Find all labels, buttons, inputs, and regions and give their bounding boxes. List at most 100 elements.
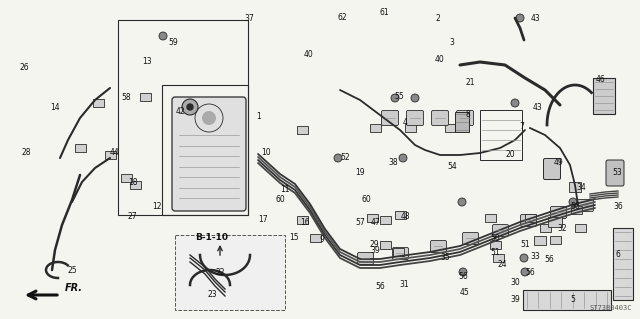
- Bar: [130, 181, 141, 189]
- Text: 51: 51: [490, 248, 500, 257]
- Circle shape: [569, 198, 577, 206]
- Text: 40: 40: [435, 55, 445, 64]
- FancyBboxPatch shape: [172, 97, 246, 211]
- Circle shape: [520, 254, 528, 262]
- Text: 7: 7: [519, 122, 524, 131]
- Text: 25: 25: [68, 266, 77, 275]
- Bar: [118, 20, 248, 215]
- Bar: [93, 99, 104, 107]
- FancyBboxPatch shape: [520, 214, 536, 226]
- Text: 60: 60: [361, 195, 371, 204]
- Text: 21: 21: [466, 78, 476, 87]
- Text: 40: 40: [304, 50, 314, 59]
- Text: 1: 1: [256, 112, 260, 121]
- FancyBboxPatch shape: [543, 159, 561, 180]
- Text: 56: 56: [544, 255, 554, 264]
- Circle shape: [399, 154, 407, 162]
- Text: 39: 39: [370, 246, 380, 255]
- Bar: [121, 174, 132, 182]
- Text: 54: 54: [447, 162, 457, 171]
- Text: 8: 8: [466, 110, 471, 119]
- Text: 59: 59: [168, 38, 178, 47]
- Bar: [297, 126, 308, 134]
- Circle shape: [159, 32, 167, 40]
- Text: 10: 10: [261, 148, 271, 157]
- Text: 29: 29: [370, 240, 380, 249]
- Text: 6: 6: [615, 250, 620, 259]
- Text: 48: 48: [401, 212, 411, 221]
- Bar: [490, 241, 501, 249]
- FancyBboxPatch shape: [493, 225, 509, 236]
- Text: 26: 26: [20, 63, 29, 72]
- Text: 50: 50: [490, 234, 500, 243]
- Bar: [575, 224, 586, 232]
- Text: 47: 47: [371, 218, 381, 227]
- Bar: [162, 85, 248, 215]
- Text: 43: 43: [533, 103, 543, 112]
- Text: 5: 5: [570, 295, 575, 304]
- Text: FR.: FR.: [65, 283, 83, 293]
- Text: 56: 56: [375, 282, 385, 291]
- Text: 43: 43: [531, 14, 541, 23]
- Text: 23: 23: [208, 290, 218, 299]
- Text: 55: 55: [394, 92, 404, 101]
- Text: 56: 56: [458, 272, 468, 281]
- FancyBboxPatch shape: [358, 253, 374, 264]
- Text: 58: 58: [121, 93, 131, 102]
- Text: 34: 34: [576, 183, 586, 192]
- Text: 28: 28: [22, 148, 31, 157]
- Text: 51: 51: [520, 240, 530, 249]
- Text: 45: 45: [460, 288, 470, 297]
- FancyBboxPatch shape: [463, 233, 479, 244]
- Text: 14: 14: [50, 103, 60, 112]
- Circle shape: [182, 99, 198, 115]
- Text: 35: 35: [440, 253, 450, 262]
- Text: 42: 42: [176, 107, 186, 116]
- Text: 12: 12: [152, 202, 161, 211]
- Text: 60: 60: [275, 195, 285, 204]
- Bar: [445, 124, 456, 132]
- Bar: [540, 224, 551, 232]
- Text: 49: 49: [554, 158, 564, 167]
- Text: 9: 9: [320, 235, 325, 244]
- Bar: [593, 78, 615, 114]
- Bar: [613, 228, 633, 300]
- Text: 15: 15: [289, 233, 299, 242]
- Bar: [297, 216, 308, 224]
- Circle shape: [511, 99, 519, 107]
- FancyBboxPatch shape: [577, 199, 593, 211]
- Text: 18: 18: [128, 178, 138, 187]
- Bar: [523, 290, 611, 310]
- Bar: [380, 241, 391, 249]
- Text: 46: 46: [596, 75, 605, 84]
- Text: ST73B0403C: ST73B0403C: [590, 305, 632, 311]
- Text: 37: 37: [244, 14, 253, 23]
- Circle shape: [202, 111, 216, 125]
- Circle shape: [187, 104, 193, 110]
- Text: 56: 56: [570, 202, 580, 211]
- Text: 19: 19: [355, 168, 365, 177]
- Bar: [534, 236, 546, 245]
- Bar: [480, 110, 522, 160]
- Text: 11: 11: [280, 185, 289, 194]
- FancyBboxPatch shape: [456, 110, 474, 125]
- Text: 61: 61: [380, 8, 390, 17]
- Bar: [550, 236, 561, 244]
- Text: 24: 24: [497, 260, 507, 269]
- Text: 56: 56: [525, 268, 535, 277]
- Bar: [569, 182, 581, 192]
- Text: 13: 13: [142, 57, 152, 66]
- Circle shape: [458, 198, 466, 206]
- FancyBboxPatch shape: [550, 206, 566, 219]
- Bar: [370, 124, 381, 132]
- Text: 20: 20: [505, 150, 515, 159]
- Bar: [455, 112, 469, 132]
- Text: 17: 17: [258, 215, 268, 224]
- Bar: [395, 211, 406, 219]
- Text: 31: 31: [399, 280, 408, 289]
- FancyBboxPatch shape: [606, 160, 624, 186]
- Bar: [75, 144, 86, 152]
- Bar: [571, 206, 582, 214]
- Bar: [485, 214, 496, 222]
- Bar: [525, 214, 536, 222]
